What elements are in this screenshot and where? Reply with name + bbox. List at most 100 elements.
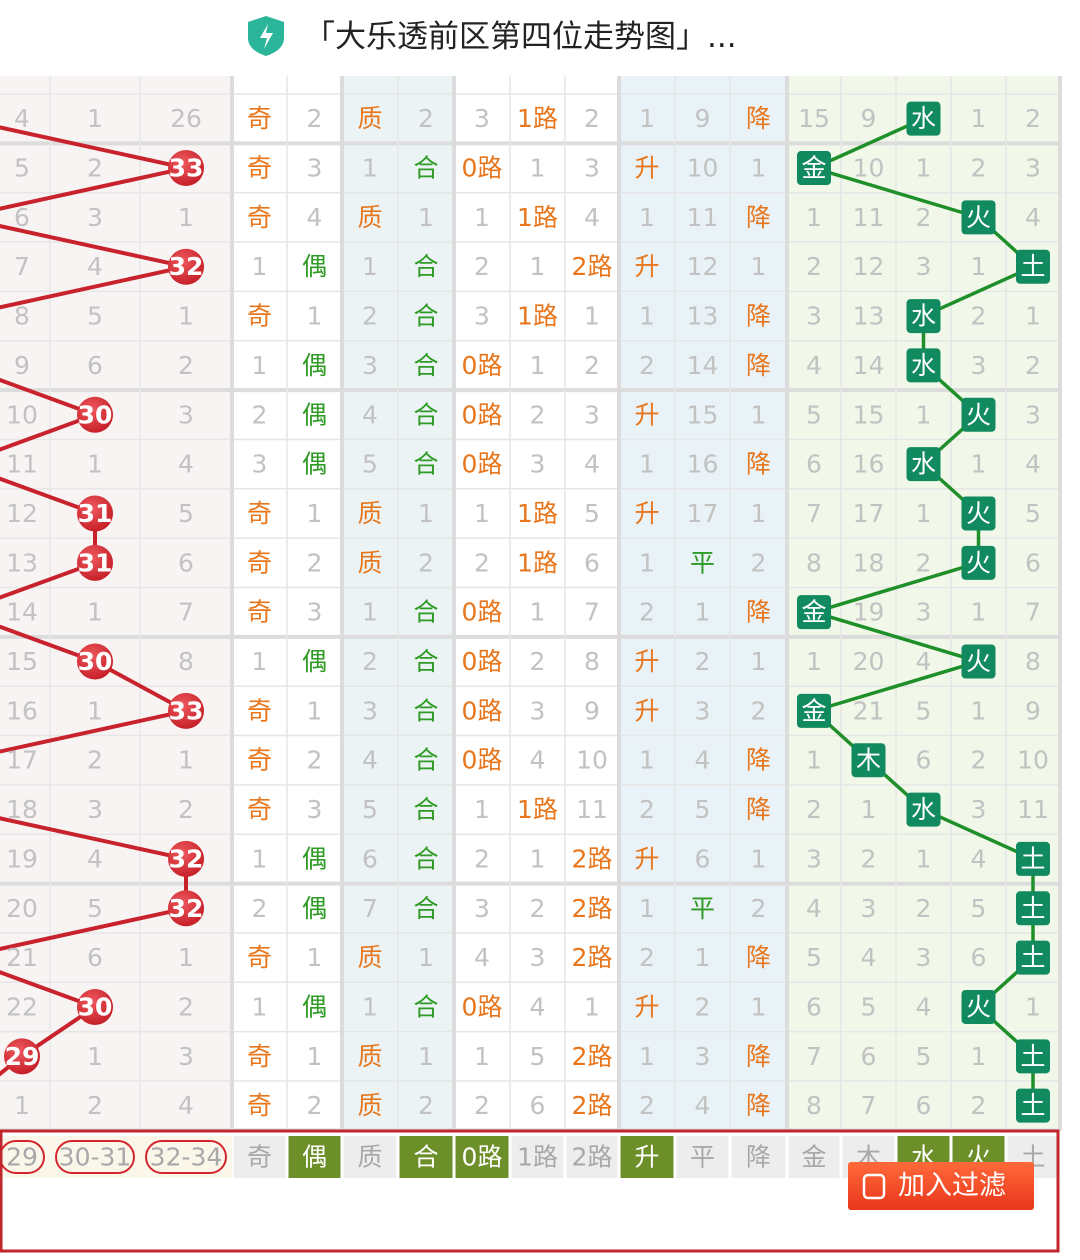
filter-label[interactable]: 合 xyxy=(413,1143,438,1172)
hit-cell: 合 xyxy=(413,844,438,873)
miss-cell: 1 xyxy=(87,450,103,479)
hit-cell: 质 xyxy=(357,104,382,133)
hit-cell: 奇 xyxy=(247,203,272,232)
element-badge xyxy=(906,299,941,334)
trend-line xyxy=(0,624,96,664)
miss-cell: 16 xyxy=(853,450,885,479)
filter-label[interactable]: 质 xyxy=(357,1143,382,1172)
filter-option[interactable] xyxy=(288,1136,341,1178)
miss-cell: 16 xyxy=(687,450,719,479)
miss-cell: 17 xyxy=(6,746,38,775)
miss-cell: 21 xyxy=(853,696,885,725)
hit-cell: 降 xyxy=(746,1091,771,1120)
hit-cell: 降 xyxy=(746,104,771,133)
miss-cell: 9 xyxy=(1025,696,1041,725)
filter-label[interactable]: 1路 xyxy=(517,1143,558,1172)
miss-cell: 1 xyxy=(418,943,434,972)
miss-cell: 7 xyxy=(806,1042,822,1071)
hit-cell: 偶 xyxy=(302,844,327,873)
miss-cell: 1 xyxy=(916,844,932,873)
filter-label[interactable]: 32-34 xyxy=(150,1143,223,1172)
trend-line xyxy=(0,377,96,417)
miss-cell: 1 xyxy=(14,1091,30,1120)
miss-cell: 11 xyxy=(576,795,608,824)
hit-cell: 0路 xyxy=(462,400,503,429)
miss-cell: 1 xyxy=(87,598,103,627)
hit-cell: 0路 xyxy=(462,351,503,380)
filter-option[interactable] xyxy=(343,1136,397,1178)
miss-cell: 7 xyxy=(1025,598,1041,627)
hit-cell: 降 xyxy=(746,351,771,380)
filter-label[interactable]: 金 xyxy=(801,1143,826,1172)
column-bg xyxy=(675,76,730,1131)
miss-cell: 1 xyxy=(971,450,987,479)
hit-cell: 奇 xyxy=(247,302,272,331)
miss-cell: 11 xyxy=(853,203,885,232)
miss-cell: 13 xyxy=(853,302,885,331)
miss-cell: 8 xyxy=(178,647,194,676)
miss-cell: 2 xyxy=(916,203,932,232)
miss-cell: 1 xyxy=(751,252,767,281)
number-ball xyxy=(168,840,204,877)
filter-label[interactable]: 30-31 xyxy=(59,1143,132,1172)
miss-cell: 7 xyxy=(584,598,600,627)
miss-cell: 1 xyxy=(530,252,546,281)
miss-cell: 7 xyxy=(178,598,194,627)
ball-label: 33 xyxy=(169,696,204,725)
column-bg xyxy=(287,76,342,1131)
filter-label[interactable]: 0路 xyxy=(462,1143,503,1172)
filter-pill[interactable] xyxy=(55,1140,135,1174)
trend-line xyxy=(0,816,187,861)
filter-option[interactable] xyxy=(455,1136,509,1178)
hit-cell: 降 xyxy=(746,1042,771,1071)
filter-label[interactable]: 降 xyxy=(746,1143,771,1172)
filter-button[interactable] xyxy=(848,1162,1034,1210)
filter-option[interactable] xyxy=(566,1136,618,1178)
miss-cell: 2 xyxy=(530,894,546,923)
filter-option[interactable] xyxy=(731,1136,786,1178)
hit-cell: 合 xyxy=(413,746,438,775)
filter-option[interactable] xyxy=(233,1136,286,1178)
filter-label[interactable]: 平 xyxy=(690,1143,715,1172)
trend-line xyxy=(922,265,1034,318)
miss-cell: 2 xyxy=(418,548,434,577)
hit-cell: 平 xyxy=(690,894,715,923)
filter-label[interactable]: 升 xyxy=(634,1143,659,1172)
filter-option[interactable] xyxy=(399,1136,453,1178)
element-badge xyxy=(851,743,886,778)
miss-cell: 3 xyxy=(87,203,103,232)
filter-label[interactable]: 2路 xyxy=(572,1143,613,1172)
miss-cell: 2 xyxy=(418,104,434,133)
filter-option[interactable] xyxy=(788,1136,840,1178)
button-label[interactable]: 加入过滤 xyxy=(898,1171,1006,1202)
filter-option[interactable] xyxy=(511,1136,564,1178)
miss-cell: 3 xyxy=(806,844,822,873)
filter-label[interactable]: 29 xyxy=(6,1143,38,1172)
miss-cell: 1 xyxy=(971,598,987,627)
miss-cell: 1 xyxy=(639,548,655,577)
miss-cell: 4 xyxy=(1025,203,1041,232)
trend-line xyxy=(813,659,980,713)
hit-cell: 质 xyxy=(357,203,382,232)
miss-cell: 6 xyxy=(1025,548,1041,577)
miss-cell: 2 xyxy=(639,598,655,627)
miss-cell: 2 xyxy=(639,795,655,824)
filter-pill[interactable] xyxy=(145,1140,227,1174)
app-icon-bolt xyxy=(260,24,273,49)
miss-cell: 1 xyxy=(916,154,932,183)
filter-option[interactable] xyxy=(620,1136,674,1178)
miss-cell: 1 xyxy=(1025,302,1041,331)
filter-label[interactable]: 偶 xyxy=(302,1143,327,1172)
element-badge xyxy=(961,397,996,432)
miss-cell: 6 xyxy=(14,203,30,232)
hit-cell: 1路 xyxy=(517,104,558,133)
hit-cell: 奇 xyxy=(247,548,272,577)
filter-option[interactable] xyxy=(676,1136,729,1178)
miss-cell: 4 xyxy=(14,104,30,133)
miss-cell: 1 xyxy=(639,302,655,331)
filter-label[interactable]: 奇 xyxy=(247,1143,272,1172)
number-ball xyxy=(77,396,113,433)
miss-cell: 5 xyxy=(584,499,600,528)
filter-pill[interactable] xyxy=(0,1140,45,1174)
title-bar xyxy=(0,0,1080,76)
